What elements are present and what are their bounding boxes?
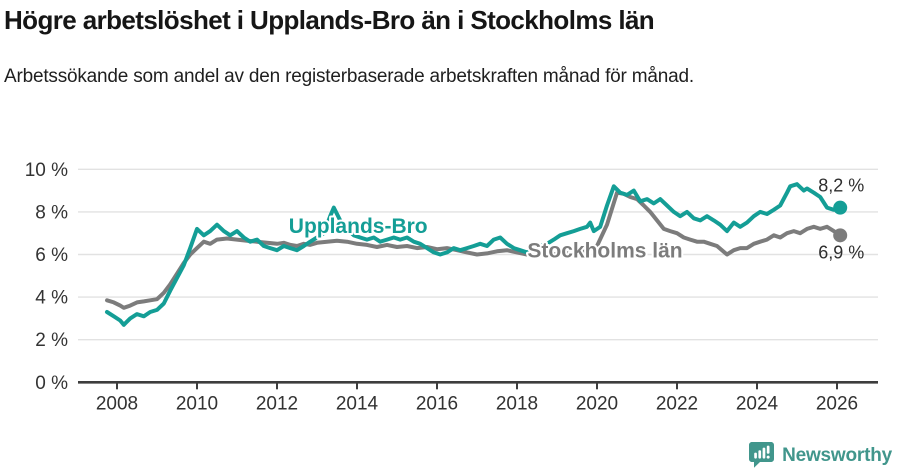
y-tick-label: 6 % [35,245,68,266]
series-end-label-stockholms-lan: 6,9 % [818,242,864,262]
x-tick-label: 2020 [576,393,618,414]
line-chart: 0 % 2 % 4 % 6 % 8 % 10 % 2008 2010 2012 2014 2016 2… [25,160,878,414]
x-tick-label: 2012 [256,393,298,414]
x-tick-label: 2010 [176,393,218,414]
x-tick-label: 2016 [416,393,458,414]
series-label-stockholms-lan: Stockholms län [527,240,682,263]
series-label-upplands-bro: Upplands-Bro [289,215,428,238]
x-tick-label: 2024 [736,393,779,414]
x-tick-label: 2026 [816,393,858,414]
y-tick-label: 0 % [35,373,68,394]
series-end-dot-stockholms-lan [833,228,848,243]
newsworthy-wordmark: Newsworthy [782,444,892,466]
y-tick-label: 8 % [35,202,68,223]
x-tick-label: 2022 [656,393,698,414]
series-end-dot-upplands-bro [833,200,848,215]
y-tick-label: 10 % [25,160,68,181]
y-tick-label: 4 % [35,288,68,309]
series-line-upplands-bro [105,182,843,327]
x-tick-label: 2014 [336,393,379,414]
newsworthy-brand-link[interactable]: Newsworthy [748,441,892,470]
newsworthy-logo-icon [749,442,775,468]
x-tick-label: 2018 [496,393,538,414]
x-tick-label: 2008 [96,393,138,414]
y-tick-label: 2 % [35,330,68,351]
series-line-stockholms-lan [105,190,843,310]
chart-subtitle: Arbetssökande som andel av den registerb… [4,66,694,87]
series-end-label-upplands-bro: 8,2 % [818,176,864,196]
page-title: Högre arbetslöshet i Upplands-Bro än i S… [4,5,655,35]
